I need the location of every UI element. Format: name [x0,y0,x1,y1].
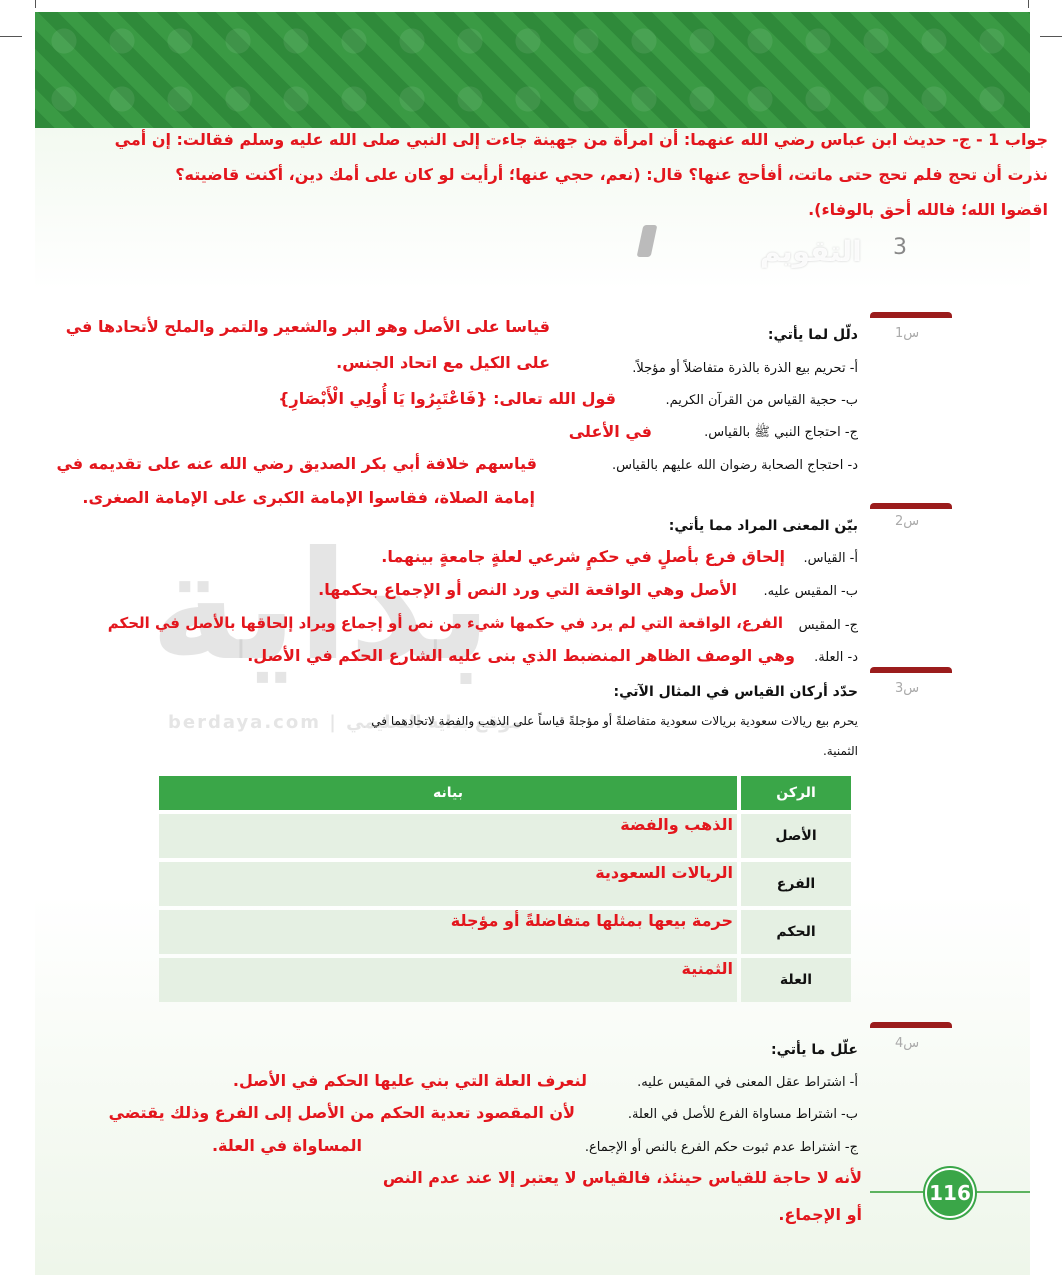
question-label: س1 [895,326,920,341]
page-background [35,12,1030,1275]
q3-paragraph-2: الثمنية. [822,744,858,758]
q2-item-a: أ- القياس. [803,551,858,566]
table-cell-value: الذهب والفضة [159,814,737,858]
pillars-table: الركن بيانه الأصل الذهب والفضة الفرع الر… [155,772,855,1006]
table-cell-value: حرمة بيعها بمثلها متفاضلةً أو مؤجلة [159,910,737,954]
question-bar [870,667,952,673]
question-bar [870,503,952,509]
table-cell-key: الفرع [741,862,851,906]
table-cell-key: الأصل [741,814,851,858]
table-row: الحكم حرمة بيعها بمثلها متفاضلةً أو مؤجل… [159,910,851,954]
q1-answer-b: قول الله تعالى: {فَاعْتَبِرُوا يَا أُولِ… [278,389,616,408]
top-answer-line-1: جواب 1 - ج- حديث ابن عباس رضي الله عنهما… [114,130,1048,149]
table-row: الأصل الذهب والفضة [159,814,851,858]
q4-answer-c-line-2: أو الإجماع. [778,1205,862,1224]
q1-answer-c: في الأعلى [568,422,652,441]
q1-answer-top: قياسا على الأصل وهو البر والشعير والتمر … [65,317,550,336]
q1-answer-bottom: إمامة الصلاة، فقاسوا الإمامة الكبرى على … [82,488,535,507]
q4-item-b: ب- اشتراط مساواة الفرع للأصل في العلة. [627,1107,858,1122]
column-header: الركن [741,776,851,810]
question-label: س4 [895,1036,920,1051]
q4-answer-c-line-1: لأنه لا حاجة للقياس حينئذ، فالقياس لا يع… [382,1168,862,1187]
q4-item-c: ج- اشتراط عدم ثبوت حكم الفرع بالنص أو ال… [584,1140,858,1155]
q4-answer-b: لأن المقصود تعدية الحكم من الأصل إلى الف… [108,1103,575,1122]
table-row: الفرع الريالات السعودية [159,862,851,906]
table-cell-key: الحكم [741,910,851,954]
q2-heading: بيّن المعنى المراد مما يأتي: [668,518,858,534]
table-cell-value: الثمنية [159,958,737,1002]
column-header: بيانه [159,776,737,810]
table-cell-value: الريالات السعودية [159,862,737,906]
q1-answer-a: على الكيل مع اتحاد الجنس. [336,353,550,372]
q1-item-c: ج- احتجاج النبي ﷺ بالقياس. [704,425,858,440]
table-header-row: الركن بيانه [159,776,851,810]
q2-item-b: ب- المقيس عليه. [763,584,858,599]
question-bar [870,312,952,318]
q4-heading: علّل ما يأتي: [771,1042,858,1058]
q1-item-a: أ- تحريم بيع الذرة بالذرة متفاضلاً أو مؤ… [632,361,858,376]
question-label: س2 [895,514,920,529]
q2-answer-b: الأصل وهي الواقعة التي ورد النص أو الإجم… [318,580,737,599]
q1-heading: دلّل لما يأتي: [767,327,858,343]
question-label: س3 [895,681,920,696]
top-answer-line-3: اقضوا الله؛ فالله أحق بالوفاء). [808,200,1048,219]
table-cell-key: العلة [741,958,851,1002]
q1-item-d: د- احتجاج الصحابة رضوان الله عليهم بالقي… [611,458,858,473]
q4-answer-b-continued: المساواة في العلة. [211,1136,362,1155]
question-bar [870,1022,952,1028]
watermark-site: berdaya.com | موقع بداية التعليمي [168,712,522,733]
q2-item-d: د- العلة. [814,650,858,665]
decorative-header-banner [35,12,1030,128]
q4-answer-a: لنعرف العلة التي بني عليها الحكم في الأص… [232,1071,587,1090]
q2-answer-d: وهي الوصف الظاهر المنضبط الذي بنى عليه ا… [247,646,795,665]
page-number: 116 [925,1168,975,1218]
q2-item-c: ج- المقيس [798,618,858,633]
top-answer-line-2: نذرت أن تحج فلم تحج حتى ماتت، أفأحج عنها… [175,165,1048,184]
table-row: العلة الثمنية [159,958,851,1002]
section-title: التقويم [760,235,862,268]
q3-paragraph-1: يحرم بيع ريالات سعودية بريالات سعودية مت… [371,714,858,728]
q3-heading: حدّد أركان القياس في المثال الآتي: [613,684,859,700]
q1-answer-d: قياسهم خلافة أبي بكر الصديق رضي الله عنه… [56,454,537,473]
watermark-logo: بداية [150,520,492,694]
q2-answer-c: الفرع، الواقعة التي لم يرد في حكمها شيء … [107,614,783,632]
section-number: 3 [893,235,907,260]
q4-item-a: أ- اشتراط عقل المعنى في المقيس عليه. [637,1075,858,1090]
q2-answer-a: إلحاق فرع بأصلٍ في حكمٍ شرعي لعلةٍ جامعة… [381,547,785,566]
q1-item-b: ب- حجية القياس من القرآن الكريم. [665,393,858,408]
